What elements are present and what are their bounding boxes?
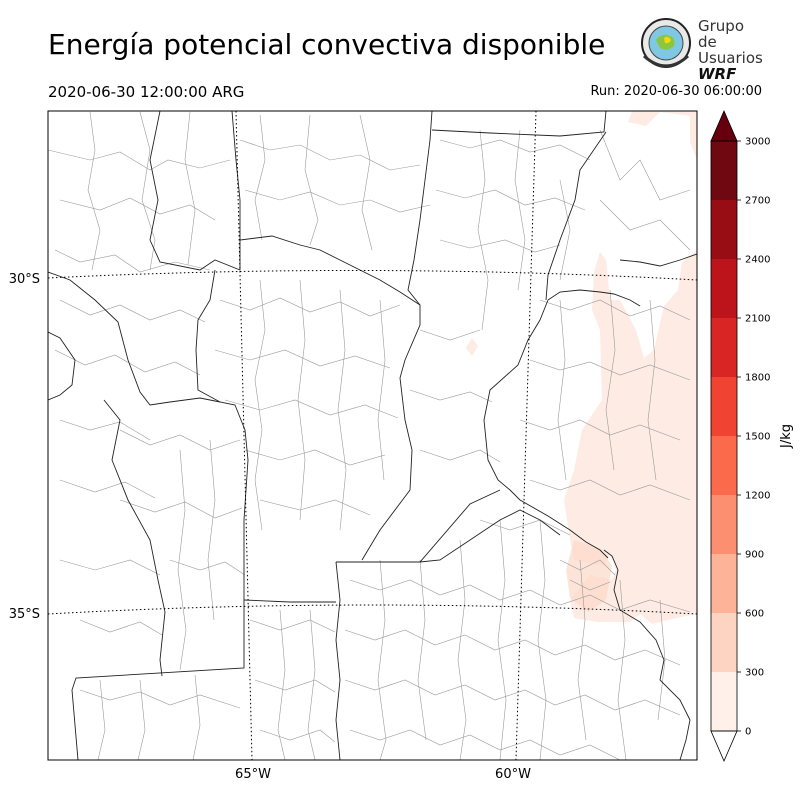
border-santafe-buenosaires bbox=[419, 509, 561, 563]
logo-line-3: WRF bbox=[698, 65, 737, 83]
meridian-60w bbox=[515, 111, 537, 760]
border-corrientes-entrerios bbox=[547, 289, 641, 307]
colorbar-tick-label: 2700 bbox=[745, 196, 770, 207]
cape-field-layer bbox=[48, 111, 697, 760]
logo-text: Grupo de Usuarios WRF bbox=[698, 18, 763, 82]
colorbar-segment bbox=[711, 259, 737, 318]
border-santiago-santafe bbox=[407, 111, 433, 306]
cape-shaded-area-small bbox=[466, 338, 478, 356]
wrf-logo-emblem bbox=[641, 18, 691, 68]
colorbar-tick-label: 1800 bbox=[745, 373, 770, 384]
border-cordoba-buenosaires bbox=[335, 561, 341, 760]
colorbar-segment bbox=[711, 141, 737, 200]
lat-lon-labels: 30°S 35°S 65°W 60°W bbox=[9, 272, 531, 782]
colorbar-tick-label: 2100 bbox=[745, 314, 770, 325]
province-boundaries bbox=[48, 111, 697, 760]
rio-de-la-plata-coast bbox=[603, 549, 691, 760]
colorbar-tick-label: 900 bbox=[745, 550, 764, 561]
lat-label-30s: 30°S bbox=[9, 272, 40, 287]
border-santafe-entrerios bbox=[483, 299, 609, 559]
graticule bbox=[48, 111, 697, 760]
map-title: Energía potencial convectiva disponible bbox=[48, 28, 606, 61]
border-sanluis-mendoza bbox=[103, 399, 166, 677]
map-frame bbox=[47, 110, 698, 761]
colorbar-segment bbox=[711, 436, 737, 495]
border-lapampa bbox=[243, 599, 336, 603]
lon-label-65w: 65°W bbox=[235, 767, 271, 782]
colorbar-tick-label: 600 bbox=[745, 609, 764, 620]
colorbar-tick-label: 300 bbox=[745, 668, 764, 679]
meridian-65w bbox=[235, 111, 253, 760]
border-cordoba-west bbox=[71, 269, 249, 760]
colorbar-segment bbox=[711, 613, 737, 672]
border-santafe-chaco bbox=[431, 111, 607, 137]
border-cordoba-santafe-south bbox=[336, 489, 501, 563]
border-catamarca-tucuman bbox=[149, 111, 421, 561]
colorbar-segment bbox=[711, 672, 737, 731]
border-santafe-north bbox=[545, 131, 607, 301]
run-time-label: Run: 2020-06-30 06:00:00 bbox=[590, 84, 762, 99]
uruguay-coast bbox=[619, 253, 697, 267]
lat-label-35s: 35°S bbox=[9, 607, 40, 622]
parallel-35s bbox=[48, 604, 697, 615]
valid-time-label: 2020-06-30 12:00:00 ARG bbox=[48, 83, 245, 101]
colorbar-tick-label: 3000 bbox=[745, 137, 770, 148]
logo-line-2: Usuarios bbox=[698, 49, 763, 67]
wrf-users-logo: Grupo de Usuarios WRF bbox=[638, 16, 763, 82]
county-boundaries bbox=[48, 111, 691, 760]
lon-label-60w: 60°W bbox=[495, 767, 531, 782]
colorbar-segment bbox=[711, 554, 737, 613]
logo-line-1: Grupo de bbox=[698, 17, 744, 51]
colorbar-segment bbox=[711, 200, 737, 259]
colorbar-unit-label: J/kg bbox=[779, 424, 794, 449]
cape-shaded-area-east bbox=[564, 111, 697, 624]
colorbar-over-arrow bbox=[710, 109, 738, 142]
border-west-catamarca bbox=[48, 331, 76, 401]
colorbar-segment bbox=[711, 377, 737, 436]
border-sanjuan-larioja bbox=[48, 271, 221, 406]
colorbar-tick-label: 0 bbox=[745, 727, 751, 738]
colorbar-tick-label: 1200 bbox=[745, 491, 770, 502]
colorbar: 0 300 600 900 1200 1500 1800 2100 2400 2700 3000 bbox=[710, 109, 770, 763]
colorbar-tick-label: 2400 bbox=[745, 255, 770, 266]
colorbar-segment bbox=[711, 318, 737, 377]
colorbar-segment bbox=[711, 495, 737, 554]
parallel-30s bbox=[48, 269, 697, 281]
colorbar-tick-label: 1500 bbox=[745, 432, 770, 443]
cape-buenos-aires-patch bbox=[566, 540, 612, 612]
colorbar-under-arrow bbox=[710, 730, 738, 763]
